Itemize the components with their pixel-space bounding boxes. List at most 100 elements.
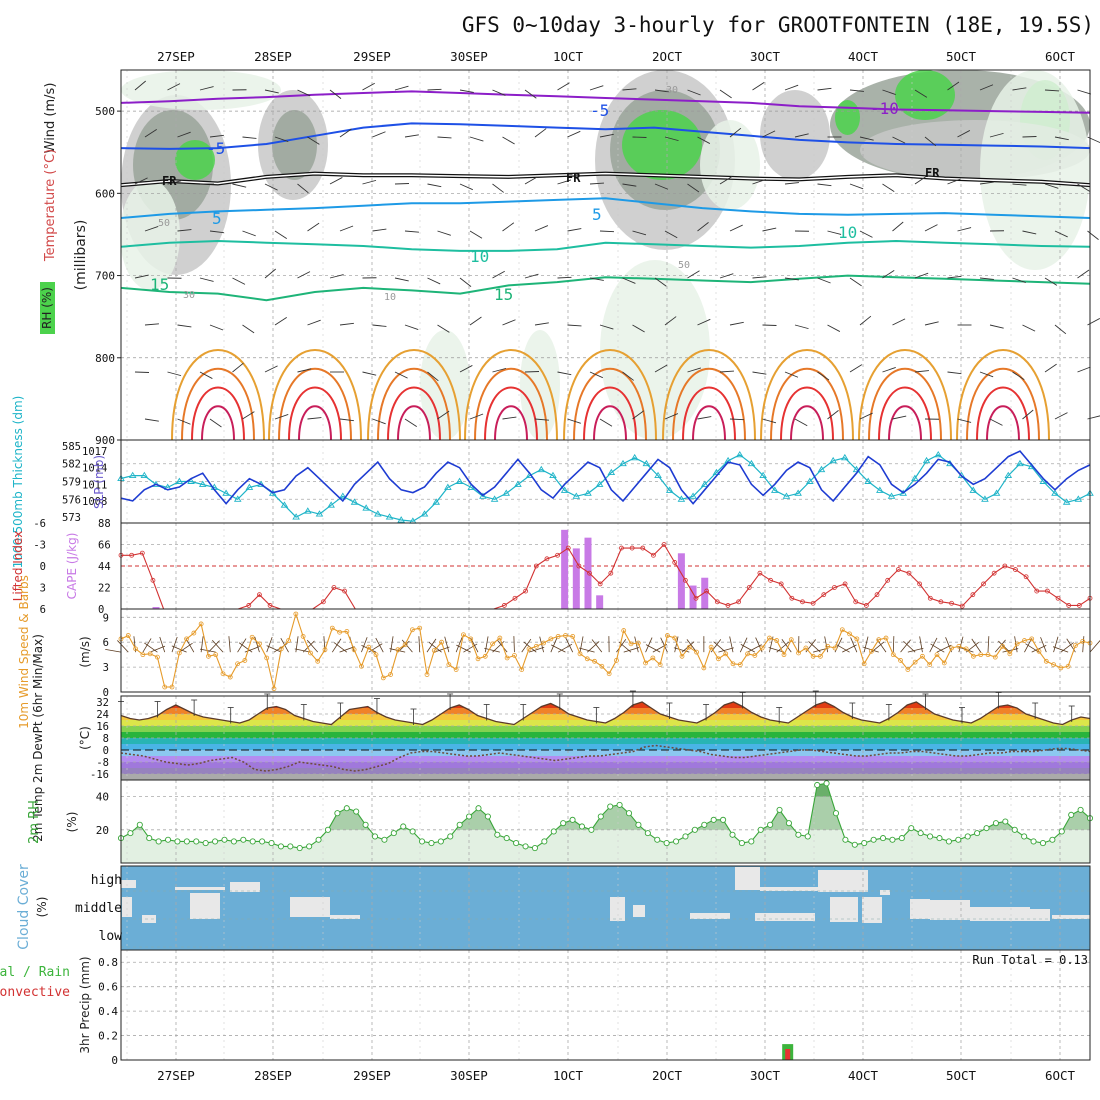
lifted-index-marker bbox=[885, 577, 891, 583]
contour-label: 15 bbox=[494, 285, 513, 304]
thickness-marker bbox=[455, 477, 464, 484]
rh-2m-marker bbox=[193, 838, 200, 845]
wind-speed-marker bbox=[366, 644, 372, 650]
lifted-index-marker bbox=[257, 592, 262, 598]
date-label-top: 27SEP bbox=[157, 49, 195, 64]
rh-2m-marker bbox=[578, 823, 586, 830]
wind-barb bbox=[892, 221, 904, 232]
wind-barb bbox=[1022, 230, 1037, 235]
wind-speed-marker bbox=[1022, 638, 1027, 643]
wind-barb-10m bbox=[444, 636, 450, 653]
thickness-marker bbox=[140, 471, 149, 479]
wind-barb bbox=[177, 131, 191, 138]
rh-2m-marker bbox=[625, 810, 633, 817]
cloud-level-label: middle bbox=[75, 901, 122, 916]
rh-2m-marker bbox=[409, 828, 416, 835]
wind-barb-10m bbox=[237, 638, 247, 653]
rh-2m-marker bbox=[287, 843, 294, 850]
wind-barb bbox=[459, 89, 474, 93]
lifted-index-marker bbox=[661, 542, 667, 547]
rh-2m-marker bbox=[804, 833, 811, 840]
rh-2m-marker bbox=[1002, 818, 1009, 825]
wind-barb bbox=[697, 416, 712, 420]
rh-2m-marker bbox=[343, 805, 350, 812]
wind-barb-10m bbox=[1082, 636, 1085, 653]
wind-speed-marker bbox=[242, 658, 248, 663]
ylabel-degc: (°C) bbox=[78, 726, 92, 750]
contour-label: FR bbox=[925, 166, 940, 180]
date-label-bottom: 5OCT bbox=[946, 1068, 977, 1083]
wind-speed-marker bbox=[169, 684, 175, 690]
wind-barb bbox=[784, 371, 799, 378]
ylabel-cape: CAPE (J/kg) bbox=[65, 533, 79, 600]
thickness-marker bbox=[759, 471, 767, 479]
wind-speed-marker bbox=[905, 667, 911, 672]
wind-barb bbox=[1044, 183, 1059, 189]
thickness-marker bbox=[432, 498, 441, 505]
wind-barb bbox=[817, 371, 830, 381]
rh-2m-panel: 40 20 2m RH (%) bbox=[27, 779, 1094, 864]
wind-barb bbox=[827, 410, 839, 420]
wind-barb bbox=[437, 136, 452, 139]
rh-2m-marker bbox=[560, 820, 567, 827]
lifted-index-marker bbox=[565, 545, 571, 551]
wind-barb bbox=[762, 418, 777, 424]
warm-isotherm-lobe bbox=[201, 405, 235, 441]
date-label-top: 5OCT bbox=[946, 49, 977, 64]
wind-speed-marker bbox=[708, 644, 714, 650]
cloud-gap bbox=[610, 897, 625, 921]
lifted-index-marker bbox=[672, 560, 678, 565]
wind-barb-10m bbox=[740, 644, 756, 653]
wind-speed-marker bbox=[818, 653, 823, 659]
wind-barb-10m bbox=[513, 636, 515, 653]
wind-barb bbox=[957, 418, 972, 423]
rh-shading bbox=[622, 110, 702, 180]
rh-2m-marker bbox=[654, 836, 661, 843]
wind-barb bbox=[167, 371, 182, 377]
wind-speed-marker bbox=[439, 639, 444, 645]
warm-isotherm-lobe bbox=[672, 367, 746, 441]
wind-barb bbox=[697, 318, 711, 326]
wind-speed-marker bbox=[839, 627, 845, 633]
wind-barb bbox=[469, 413, 484, 420]
cloud-gap bbox=[290, 897, 330, 917]
wind-barb bbox=[437, 410, 450, 420]
rh-2m-marker bbox=[1021, 833, 1028, 840]
rh-2m-marker bbox=[832, 810, 840, 817]
wind-barb-10m bbox=[674, 636, 679, 653]
rh-shading bbox=[272, 110, 317, 180]
precip-tick-label: 0.4 bbox=[98, 1005, 118, 1018]
cloud-level-label: high bbox=[91, 873, 122, 888]
precip-convective-bar bbox=[785, 1049, 791, 1060]
cape-bar bbox=[572, 548, 580, 609]
thickness-marker bbox=[700, 480, 709, 487]
wind-speed-marker bbox=[446, 662, 452, 668]
wind-barb bbox=[469, 136, 484, 142]
rh-2m-marker bbox=[870, 836, 877, 843]
rh-2m-marker bbox=[908, 825, 915, 832]
wind-barb bbox=[979, 277, 994, 280]
wind-barb bbox=[404, 418, 417, 428]
y-tick-label: 800 bbox=[95, 352, 115, 365]
rh-2m-marker bbox=[851, 841, 858, 848]
wind-speed-marker bbox=[417, 625, 423, 631]
cloud-gap bbox=[1052, 915, 1090, 919]
lifted-index-marker bbox=[832, 585, 837, 590]
wind-barb bbox=[784, 182, 799, 185]
wind-barb bbox=[957, 130, 971, 138]
rh-2m-marker bbox=[550, 828, 557, 835]
wind-barb-10m bbox=[565, 637, 574, 653]
wind-speed-marker bbox=[927, 662, 933, 668]
wind-speed-marker bbox=[359, 663, 364, 669]
wind-speed-marker bbox=[1014, 641, 1020, 647]
warm-isotherm-lobe bbox=[298, 405, 332, 441]
precip-panel: 0.8 0.6 0.4 0.2 0 Total / Rain Convective 3hr P… bbox=[0, 949, 1091, 1067]
rh-2m-marker bbox=[1039, 840, 1047, 847]
rh-2m-marker bbox=[644, 830, 651, 837]
lifted-index-marker bbox=[587, 570, 592, 576]
wind-barb bbox=[924, 321, 939, 326]
cape-tick-label: 66 bbox=[98, 540, 111, 552]
thickness-tick-label: 585 bbox=[62, 441, 81, 453]
wind-speed-marker bbox=[220, 671, 226, 677]
wind-barb bbox=[264, 365, 278, 373]
